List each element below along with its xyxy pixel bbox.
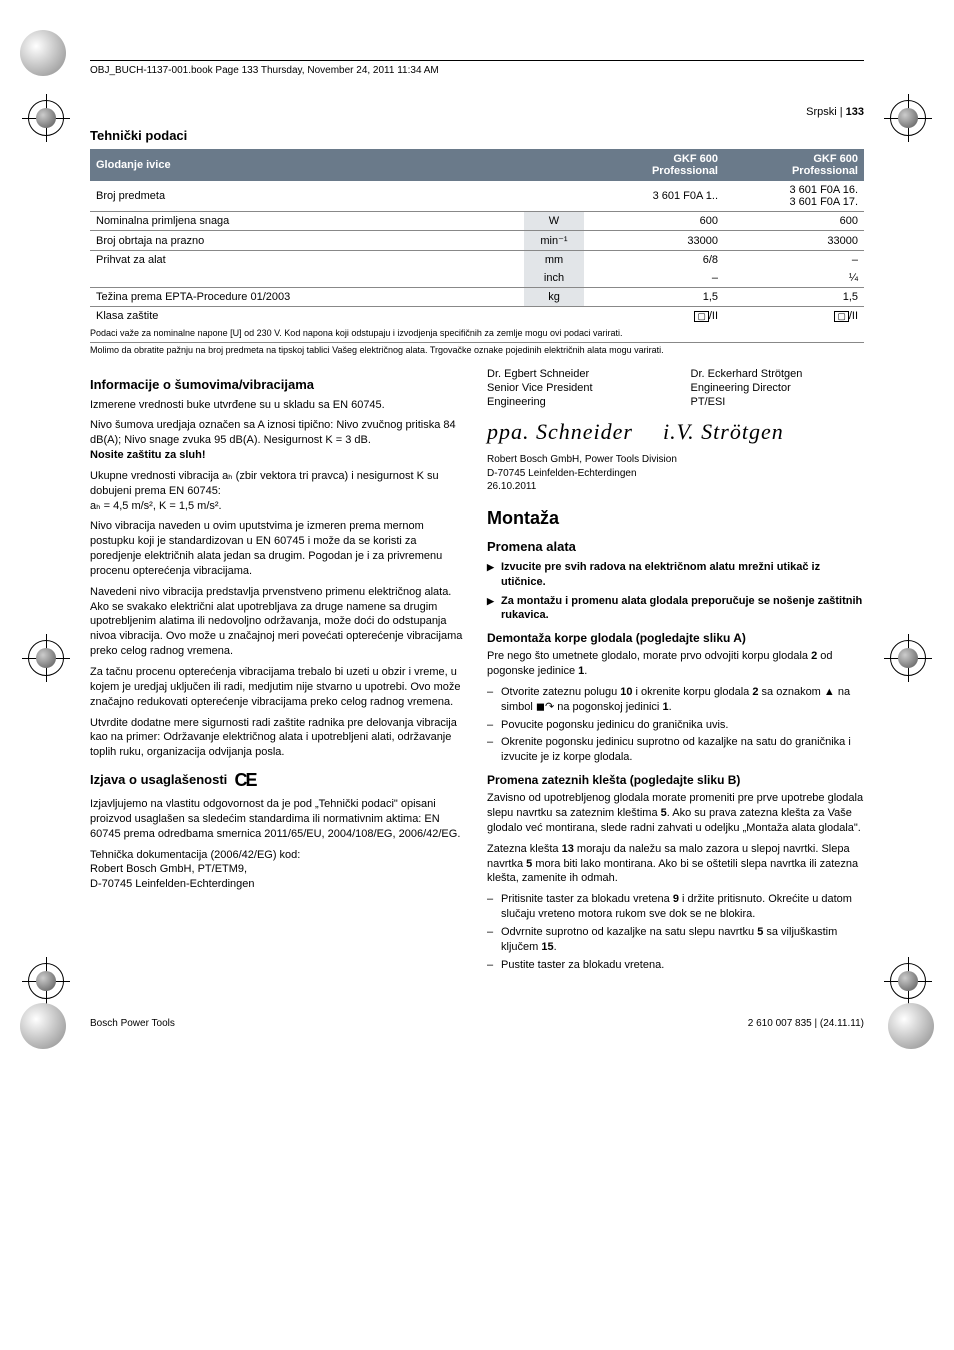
heading-montaza: Montaža xyxy=(487,508,864,529)
sig1-dept: Engineering xyxy=(487,396,546,408)
zatez-steps: Pritisnite taster za blokadu vretena 9 i… xyxy=(487,892,864,972)
r5-v1: 1,5 xyxy=(584,288,724,307)
th-unit xyxy=(524,149,584,181)
bullet-unplug: Izvucite pre svih radova na električnom … xyxy=(487,560,864,590)
table-footnote-1: Podaci važe za nominalne napone [U] od 2… xyxy=(90,328,864,339)
r1-v2: 600 xyxy=(724,212,864,231)
r4-label xyxy=(90,269,524,288)
th-model1: GKF 600 Professional xyxy=(584,149,724,181)
signature-2-script: i.V. Strötgen xyxy=(663,419,784,445)
footer-left: Bosch Power Tools xyxy=(90,1018,175,1029)
r2-label: Broj obrtaja na prazno xyxy=(90,231,524,251)
zat-step-1: Pritisnite taster za blokadu vretena 9 i… xyxy=(487,892,864,922)
signatory-1: Dr. Egbert Schneider Senior Vice Preside… xyxy=(487,367,661,410)
signatory-block: Dr. Egbert Schneider Senior Vice Preside… xyxy=(487,367,864,410)
r0-v2: 3 601 F0A 16. 3 601 F0A 17. xyxy=(724,181,864,212)
dem-step-3: Okrenite pogonsku jedinicu suprotno od k… xyxy=(487,735,864,765)
r3-v1: 6/8 xyxy=(584,251,724,270)
heading-noise-vib: Informacije o šumovima/vibracijama xyxy=(90,377,467,392)
heading-declaration: Izjava o usaglašenosti CE xyxy=(90,770,467,791)
th-model2: GKF 600 Professional xyxy=(724,149,864,181)
r1-v1: 600 xyxy=(584,212,724,231)
obj-header: OBJ_BUCH-1137-001.book Page 133 Thursday… xyxy=(90,65,864,76)
r4-unit: inch xyxy=(524,269,584,288)
p-vib-1: Ukupne vrednosti vibracija aₕ (zbir vekt… xyxy=(90,469,467,514)
r6-v2: ▢/II xyxy=(724,307,864,326)
r3-unit: mm xyxy=(524,251,584,270)
r2-v1: 33000 xyxy=(584,231,724,251)
r2-unit: min⁻¹ xyxy=(524,231,584,251)
r6-v1: ▢/II xyxy=(584,307,724,326)
heading-promena-alata: Promena alata xyxy=(487,539,864,554)
company-address: Robert Bosch GmbH, Power Tools Division … xyxy=(487,453,864,494)
r6-label: Klasa zaštite xyxy=(90,307,524,326)
lang-label: Srpski | xyxy=(806,106,846,118)
footer-right: 2 610 007 835 | (24.11.11) xyxy=(748,1018,864,1029)
r3-label: Prihvat za alat xyxy=(90,251,524,270)
p-noise-1: Izmerene vrednosti buke utvrđene su u sk… xyxy=(90,398,467,413)
spec-table: Glodanje ivice GKF 600 Professional GKF … xyxy=(90,149,864,325)
dem-step-2: Povucite pogonsku jedinicu do graničnika… xyxy=(487,718,864,733)
r1-unit: W xyxy=(524,212,584,231)
r5-label: Težina prema EPTA-Procedure 01/2003 xyxy=(90,288,524,307)
p-zatez-2: Zatezna klešta 13 moraju da naležu sa ma… xyxy=(487,842,864,887)
p-vib-4: Za tačnu procenu opterećenja vibracijama… xyxy=(90,665,467,710)
page-lang: Srpski | 133 xyxy=(90,106,864,118)
safety-bullets: Izvucite pre svih radova na električnom … xyxy=(487,560,864,623)
r4-v2: ¼ xyxy=(724,269,864,288)
heading-tech-data: Tehnički podaci xyxy=(90,128,864,143)
demontaza-steps: Otvorite zateznu polugu 10 i okrenite ko… xyxy=(487,685,864,765)
sig2-name: Dr. Eckerhard Strötgen xyxy=(691,368,803,380)
signature-1-script: ppa. Schneider xyxy=(487,419,633,445)
heading-demontaza: Demontaža korpe glodala (pogledajte slik… xyxy=(487,631,864,645)
sig2-title: Engineering Director xyxy=(691,382,791,394)
r1-label: Nominalna primljena snaga xyxy=(90,212,524,231)
r2-v2: 33000 xyxy=(724,231,864,251)
dem-step-1: Otvorite zateznu polugu 10 i okrenite ko… xyxy=(487,685,864,715)
p-noise-2a: Nivo šumova uredjaja označen sa A iznosi… xyxy=(90,419,456,446)
r6-unit xyxy=(524,307,584,326)
header-rule xyxy=(90,60,864,61)
r5-v2: 1,5 xyxy=(724,288,864,307)
p-vib-1a: Ukupne vrednosti vibracija aₕ (zbir vekt… xyxy=(90,470,439,497)
p-vib-3: Navedeni nivo vibracija predstavlja prve… xyxy=(90,585,467,659)
p-decl-1: Izjavljujemo na vlastitu odgovornost da … xyxy=(90,797,467,842)
bullet-gloves: Za montažu i promenu alata glodala prepo… xyxy=(487,594,864,624)
page-footer: Bosch Power Tools 2 610 007 835 | (24.11… xyxy=(90,1018,864,1029)
page-number: 133 xyxy=(846,106,864,118)
p-demontaza: Pre nego što umetnete glodalo, morate pr… xyxy=(487,649,864,679)
r0-unit xyxy=(524,181,584,212)
sig1-title: Senior Vice President xyxy=(487,382,593,394)
r3-v2: – xyxy=(724,251,864,270)
zat-step-3: Pustite taster za blokadu vretena. xyxy=(487,958,864,973)
ce-mark-icon: CE xyxy=(235,770,256,790)
signatory-2: Dr. Eckerhard Strötgen Engineering Direc… xyxy=(691,367,865,410)
p-vib-2: Nivo vibracija naveden u ovim uputstvima… xyxy=(90,519,467,578)
r0-label: Broj predmeta xyxy=(90,181,524,212)
right-column: Dr. Egbert Schneider Senior Vice Preside… xyxy=(487,367,864,979)
sig1-name: Dr. Egbert Schneider xyxy=(487,368,589,380)
p-vib-5: Utvrdite dodatne mere sigurnosti radi za… xyxy=(90,716,467,761)
p-decl-2: Tehnička dokumentacija (2006/42/EG) kod:… xyxy=(90,848,467,893)
sig2-dept: PT/ESI xyxy=(691,396,726,408)
heading-zatezna: Promena zateznih klešta (pogledajte slik… xyxy=(487,773,864,787)
th-label: Glodanje ivice xyxy=(90,149,524,181)
p-noise-2: Nivo šumova uredjaja označen sa A iznosi… xyxy=(90,418,467,463)
table-footnote-2: Molimo da obratite pažnju na broj predme… xyxy=(90,342,864,356)
p-zatez-1: Zavisno od upotrebljenog glodala morate … xyxy=(487,791,864,836)
r4-v1: – xyxy=(584,269,724,288)
r0-v1: 3 601 F0A 1.. xyxy=(584,181,724,212)
p-vib-1b: aₕ = 4,5 m/s², K = 1,5 m/s². xyxy=(90,500,222,512)
r5-unit: kg xyxy=(524,288,584,307)
left-column: Informacije o šumovima/vibracijama Izmer… xyxy=(90,367,467,979)
p-noise-2b: Nosite zaštitu za sluh! xyxy=(90,449,206,461)
decl-title: Izjava o usaglašenosti xyxy=(90,772,227,787)
zat-step-2: Odvrnite suprotno od kazaljke na satu sl… xyxy=(487,925,864,955)
